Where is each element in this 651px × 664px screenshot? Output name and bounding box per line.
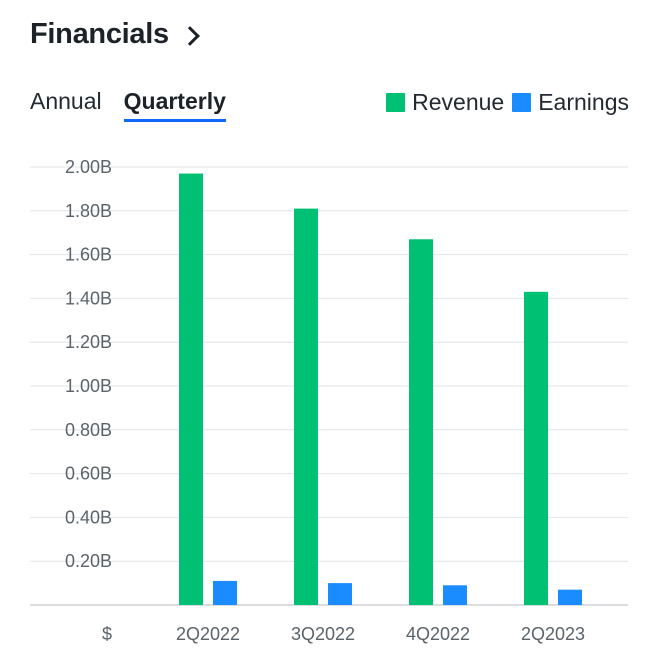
revenue-bar-2q2023[interactable] bbox=[524, 291, 548, 605]
financials-header-link[interactable]: Financials bbox=[30, 18, 200, 51]
y-tick-label: 1.60B bbox=[65, 245, 112, 265]
revenue-bar-3q2022[interactable] bbox=[294, 208, 318, 606]
currency-unit-label: $ bbox=[102, 624, 112, 644]
y-tick-label: 1.00B bbox=[65, 376, 112, 396]
y-tick-label: 0.20B bbox=[65, 551, 112, 571]
y-tick-label: 1.80B bbox=[65, 201, 112, 221]
x-tick-label: 3Q2022 bbox=[291, 624, 355, 644]
chart-legend: Revenue Earnings bbox=[386, 89, 629, 116]
tab-annual[interactable]: Annual bbox=[30, 88, 102, 114]
legend-item-revenue[interactable]: Revenue bbox=[386, 89, 504, 116]
x-tick-label: 2Q2022 bbox=[176, 624, 240, 644]
legend-item-earnings[interactable]: Earnings bbox=[512, 89, 629, 116]
y-tick-label: 1.20B bbox=[65, 332, 112, 352]
period-tabs: Annual Quarterly bbox=[30, 88, 226, 122]
y-tick-label: 0.40B bbox=[65, 507, 112, 527]
x-tick-label: 2Q2023 bbox=[521, 624, 585, 644]
earnings-bar-2q2022[interactable] bbox=[213, 580, 237, 605]
revenue-bar-2q2022[interactable] bbox=[179, 173, 203, 605]
y-tick-label: 0.60B bbox=[65, 464, 112, 484]
y-tick-label: 1.40B bbox=[65, 288, 112, 308]
revenue-swatch bbox=[386, 93, 406, 112]
earnings-bar-2q2023[interactable] bbox=[558, 589, 582, 605]
legend-label-revenue: Revenue bbox=[412, 89, 505, 115]
legend-label-earnings: Earnings bbox=[538, 89, 629, 115]
earnings-bar-3q2022[interactable] bbox=[328, 583, 352, 605]
y-tick-label: 0.80B bbox=[65, 420, 112, 440]
earnings-bar-4q2022[interactable] bbox=[443, 585, 467, 605]
x-tick-label: 4Q2022 bbox=[406, 624, 470, 644]
earnings-swatch bbox=[512, 93, 532, 112]
y-tick-label: 2.00B bbox=[65, 157, 112, 177]
tab-quarterly[interactable]: Quarterly bbox=[123, 88, 226, 122]
revenue-bar-4q2022[interactable] bbox=[409, 239, 433, 605]
section-title: Financials bbox=[30, 18, 169, 50]
